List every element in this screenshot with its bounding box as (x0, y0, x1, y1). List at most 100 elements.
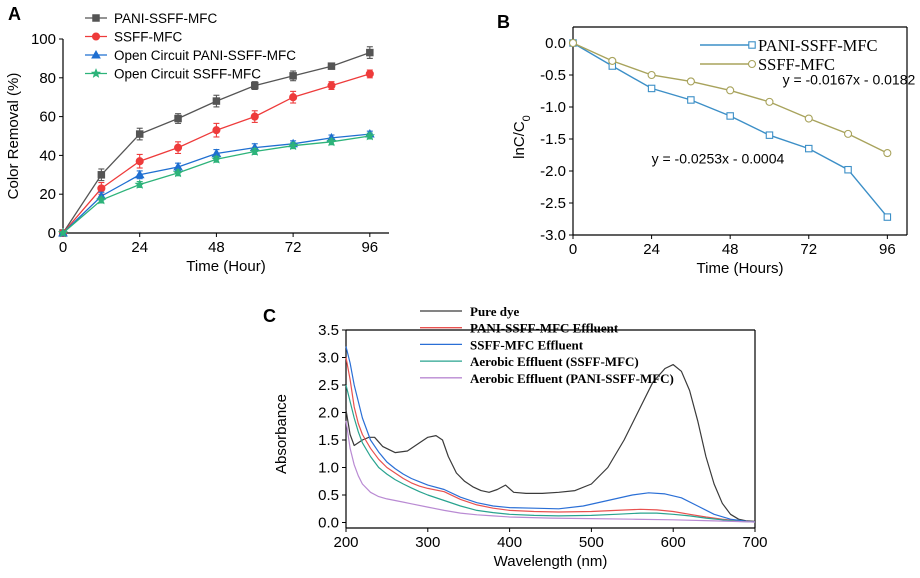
legend-swatch-marker (748, 41, 756, 49)
legend-label: PANI-SSFF-MFC (758, 36, 878, 55)
y-tick-label: 0 (48, 225, 56, 242)
data-point (212, 97, 221, 105)
legend-label: SSFF-MFC (758, 55, 835, 74)
x-tick-label: 72 (285, 239, 302, 256)
panel-label-c: C (263, 306, 276, 326)
series-line (345, 346, 756, 523)
legend-label: SSFF-MFC Effluent (470, 337, 584, 352)
legend-label: Pure dye (470, 304, 519, 319)
data-point (135, 130, 144, 138)
series-line (345, 364, 756, 522)
x-axis-title: Time (Hours) (697, 260, 784, 277)
y-tick-label: -1.0 (540, 99, 566, 116)
y-tick-label: 1.5 (318, 432, 339, 449)
series-line (345, 420, 756, 523)
data-point (251, 81, 259, 90)
data-point (134, 179, 145, 189)
legend-swatch-marker (90, 68, 102, 78)
data-point (647, 70, 656, 80)
x-tick-label: 0 (569, 241, 577, 258)
data-point (287, 140, 299, 151)
data-point (844, 165, 852, 174)
y-tick-label: 0.5 (318, 487, 339, 504)
data-point (687, 96, 695, 104)
data-point (97, 171, 106, 179)
legend-label: Open Circuit PANI-SSFF-MFC (114, 48, 296, 63)
data-point (250, 112, 259, 121)
y-tick-label: 0.0 (318, 515, 339, 532)
data-point (249, 146, 260, 156)
x-tick-label: 24 (131, 239, 148, 256)
data-point (174, 143, 183, 152)
data-point (844, 129, 853, 138)
x-tick-label: 72 (800, 241, 817, 258)
y-tick-label: -2.0 (540, 163, 566, 180)
data-point (289, 72, 297, 80)
data-point (765, 131, 774, 139)
y-tick-label: 0.0 (545, 35, 566, 52)
data-point (883, 213, 892, 221)
data-point (608, 56, 617, 65)
data-point (135, 157, 144, 166)
y-tick-label: 20 (39, 186, 56, 203)
panel-label-b: B (497, 12, 510, 32)
data-point (647, 84, 656, 93)
x-tick-label: 24 (643, 241, 660, 258)
y-tick-label: 2.0 (318, 405, 339, 422)
x-tick-label: 96 (361, 239, 378, 256)
panel-b-kinetics-chart: 0 24 48 72 96 0.0 -0.5 -1.0 -1.5 -2.0 -2.5 -3.0 Time… (511, 26, 916, 277)
data-point (327, 81, 336, 90)
x-tick-label: 48 (722, 241, 739, 258)
y-axis-title: Color Removal (%) (5, 73, 22, 200)
y-axis-title: lnC/C0 (511, 115, 533, 159)
y-tick-label: -1.5 (540, 131, 566, 148)
data-point (134, 169, 145, 179)
legend-label: Open Circuit SSFF-MFC (114, 67, 261, 82)
legend-label: PANI-SSFF-MFC Effluent (470, 321, 619, 336)
x-tick-label: 0 (59, 239, 67, 256)
legend-label: PANI-SSFF-MFC (114, 11, 217, 26)
legend-label: SSFF-MFC (114, 30, 182, 45)
panel-label-a: A (8, 4, 21, 24)
x-tick-label: 48 (208, 239, 225, 256)
x-tick-label: 200 (333, 534, 358, 551)
panel-a-color-removal-chart: 0 24 48 72 96 0 20 40 60 80 100 Time (Hour) Color Re… (5, 11, 389, 275)
series-line (345, 357, 756, 523)
y-tick-label: 2.5 (318, 377, 339, 394)
legend-swatch-marker (91, 32, 101, 41)
series-line (572, 42, 888, 154)
data-point (365, 69, 374, 78)
x-tick-label: 96 (879, 241, 896, 258)
data-point (326, 136, 337, 147)
data-point (883, 149, 892, 158)
data-point (289, 93, 298, 102)
data-point (96, 194, 107, 205)
legend-swatch-marker (92, 14, 100, 22)
data-point (211, 153, 222, 164)
legend-swatch-marker (747, 59, 757, 69)
y-tick-label: 60 (39, 109, 56, 126)
y-tick-label: -0.5 (540, 67, 566, 84)
y-tick-label: 40 (39, 147, 56, 164)
x-tick-label: 700 (742, 534, 767, 551)
y-tick-label: 100 (31, 31, 56, 48)
series-line (345, 384, 756, 523)
x-tick-label: 300 (415, 534, 440, 551)
data-point (97, 184, 106, 193)
data-point (726, 112, 734, 120)
y-tick-label: 3.5 (318, 322, 339, 339)
regression-equation-label: y = -0.0167x - 0.0182 (783, 72, 916, 88)
legend-label: Aerobic Effluent (PANI-SSFF-MFC) (470, 371, 674, 386)
x-tick-label: 500 (579, 534, 604, 551)
y-tick-label: -2.5 (540, 195, 566, 212)
panel-c-absorbance-chart: 200 300 400 500 600 700 0.0 0.5 1.0 1.5 2.0 2.5 3.0 3… (273, 304, 768, 570)
x-tick-label: 600 (661, 534, 686, 551)
data-point (765, 97, 774, 106)
x-tick-label: 400 (497, 534, 522, 551)
data-point (568, 38, 578, 48)
y-axis-title: Absorbance (273, 394, 290, 474)
data-point (174, 114, 182, 123)
data-point (805, 144, 813, 153)
data-point (804, 114, 813, 123)
